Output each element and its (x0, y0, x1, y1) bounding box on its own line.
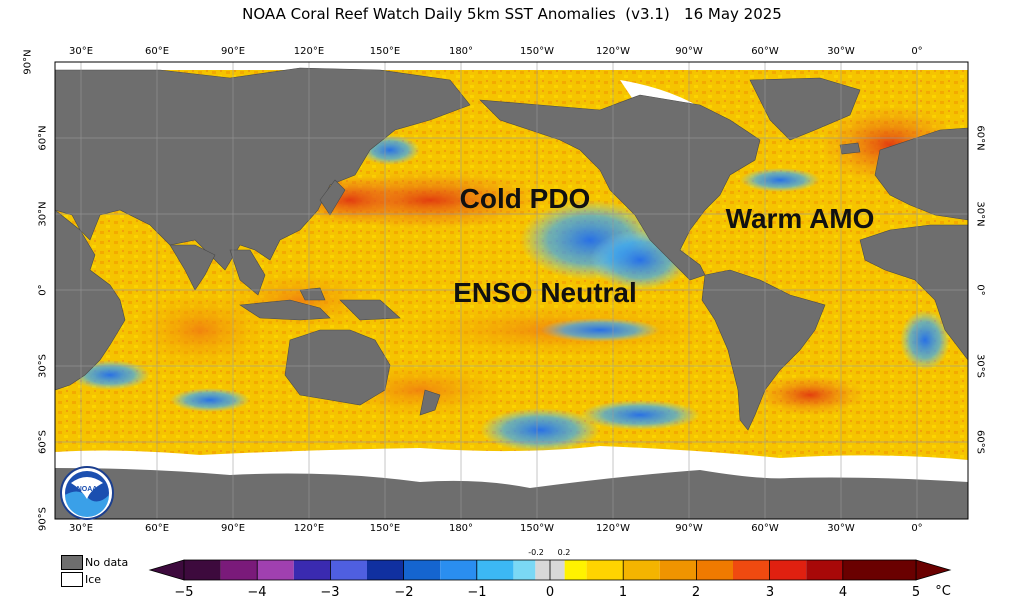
colorbar-segment (476, 560, 514, 580)
lon-label: 180° (448, 523, 474, 534)
colorbar-tick: 0 (545, 585, 555, 600)
colorbar-segment (367, 560, 404, 580)
colorbar-unit: °C (935, 584, 951, 599)
legend-no-data-swatch (61, 555, 83, 570)
lon-label: 120°W (596, 523, 630, 534)
lon-label: 30°W (827, 523, 855, 534)
lon-label: 30°W (827, 46, 855, 57)
lon-label: 0° (911, 46, 923, 57)
land-africa (55, 209, 126, 391)
lon-label: 180° (448, 46, 474, 57)
map-frame (54, 61, 969, 520)
colorbar-tick: 1 (618, 585, 628, 600)
lat-label: 30°N (37, 201, 49, 227)
colorbar-segment (440, 560, 477, 580)
land-antarctica (55, 468, 968, 519)
colorbar-tick: 5 (911, 585, 921, 600)
legend-no-data-label: No data (85, 556, 129, 569)
lon-label: 60°E (144, 46, 170, 57)
colorbar-segment (769, 560, 807, 580)
lat-label: 0° (37, 284, 49, 296)
lon-label: 120°E (293, 523, 325, 534)
lat-label: 60°S (974, 429, 986, 455)
lon-label: 60°E (144, 523, 170, 534)
colorbar-tick: −1 (467, 585, 487, 600)
noaa-logo: NOAA (60, 466, 114, 520)
colorbar-segment (184, 560, 221, 580)
lat-label: 60°N (974, 125, 986, 151)
colorbar-segment (564, 560, 587, 580)
lat-label: 30°S (974, 353, 986, 379)
lat-label: 90°S (37, 506, 49, 532)
colorbar-small-tick: 0.2 (557, 548, 571, 557)
lon-label: 120°E (293, 46, 325, 57)
lon-label: 30°E (68, 523, 94, 534)
lon-label: 0° (911, 523, 923, 534)
lon-label: 60°W (751, 523, 779, 534)
colorbar-segment (659, 560, 697, 580)
graticule (55, 62, 968, 519)
colorbar-segment (806, 560, 843, 580)
legend-ice-swatch (61, 572, 83, 587)
colorbar-tick: −2 (394, 585, 414, 600)
lon-label: 90°E (220, 523, 246, 534)
legend-ice-label: Ice (85, 573, 102, 586)
colorbar-segment (623, 560, 660, 580)
lat-label: 30°N (974, 201, 986, 227)
colorbar-tick: 4 (838, 585, 848, 600)
lat-label: 90°N (22, 49, 34, 75)
svg-text:NOAA: NOAA (77, 486, 98, 493)
annotation-enso: ENSO Neutral (453, 277, 637, 308)
colorbar-segment (513, 560, 536, 580)
lon-label: 120°W (596, 46, 630, 57)
colorbar-segment (403, 560, 441, 580)
lon-label: 150°E (369, 46, 401, 57)
colorbar-small-tick: -0.2 (528, 548, 544, 557)
lon-label: 90°E (220, 46, 246, 57)
land-eurasia (55, 67, 471, 271)
colorbar-tick: −3 (320, 585, 340, 600)
colorbar-segment (257, 560, 294, 580)
map-title: NOAA Coral Reef Watch Daily 5km SST Anom… (242, 5, 782, 23)
land-greenland (749, 77, 861, 141)
land-north-america (479, 94, 761, 281)
colorbar (148, 559, 952, 581)
colorbar-segment (293, 560, 331, 580)
lon-label: 90°W (675, 46, 703, 57)
colorbar-segment (696, 560, 733, 580)
lon-label: 90°W (675, 523, 703, 534)
colorbar-segment (220, 560, 258, 580)
annotation-amo: Warm AMO (726, 203, 875, 234)
lon-label: 150°W (520, 523, 554, 534)
colorbar-segment (330, 560, 367, 580)
colorbar-tick: −4 (247, 585, 267, 600)
lon-label: 150°E (369, 523, 401, 534)
colorbar-segment (842, 560, 916, 580)
lon-label: 60°W (751, 46, 779, 57)
lat-label: 60°S (37, 429, 49, 455)
lat-label: 0° (974, 284, 986, 296)
land-australia (284, 329, 391, 406)
colorbar-segment (733, 560, 770, 580)
colorbar-tick: −5 (174, 585, 194, 600)
lon-label: 150°W (520, 46, 554, 57)
colorbar-tick: 2 (691, 585, 701, 600)
colorbar-segment (586, 560, 624, 580)
lon-label: 30°E (68, 46, 94, 57)
colorbar-tick: 3 (765, 585, 775, 600)
lat-label: 60°N (37, 125, 49, 151)
annotation-pdo: Cold PDO (460, 183, 591, 214)
lat-label: 30°S (37, 353, 49, 379)
